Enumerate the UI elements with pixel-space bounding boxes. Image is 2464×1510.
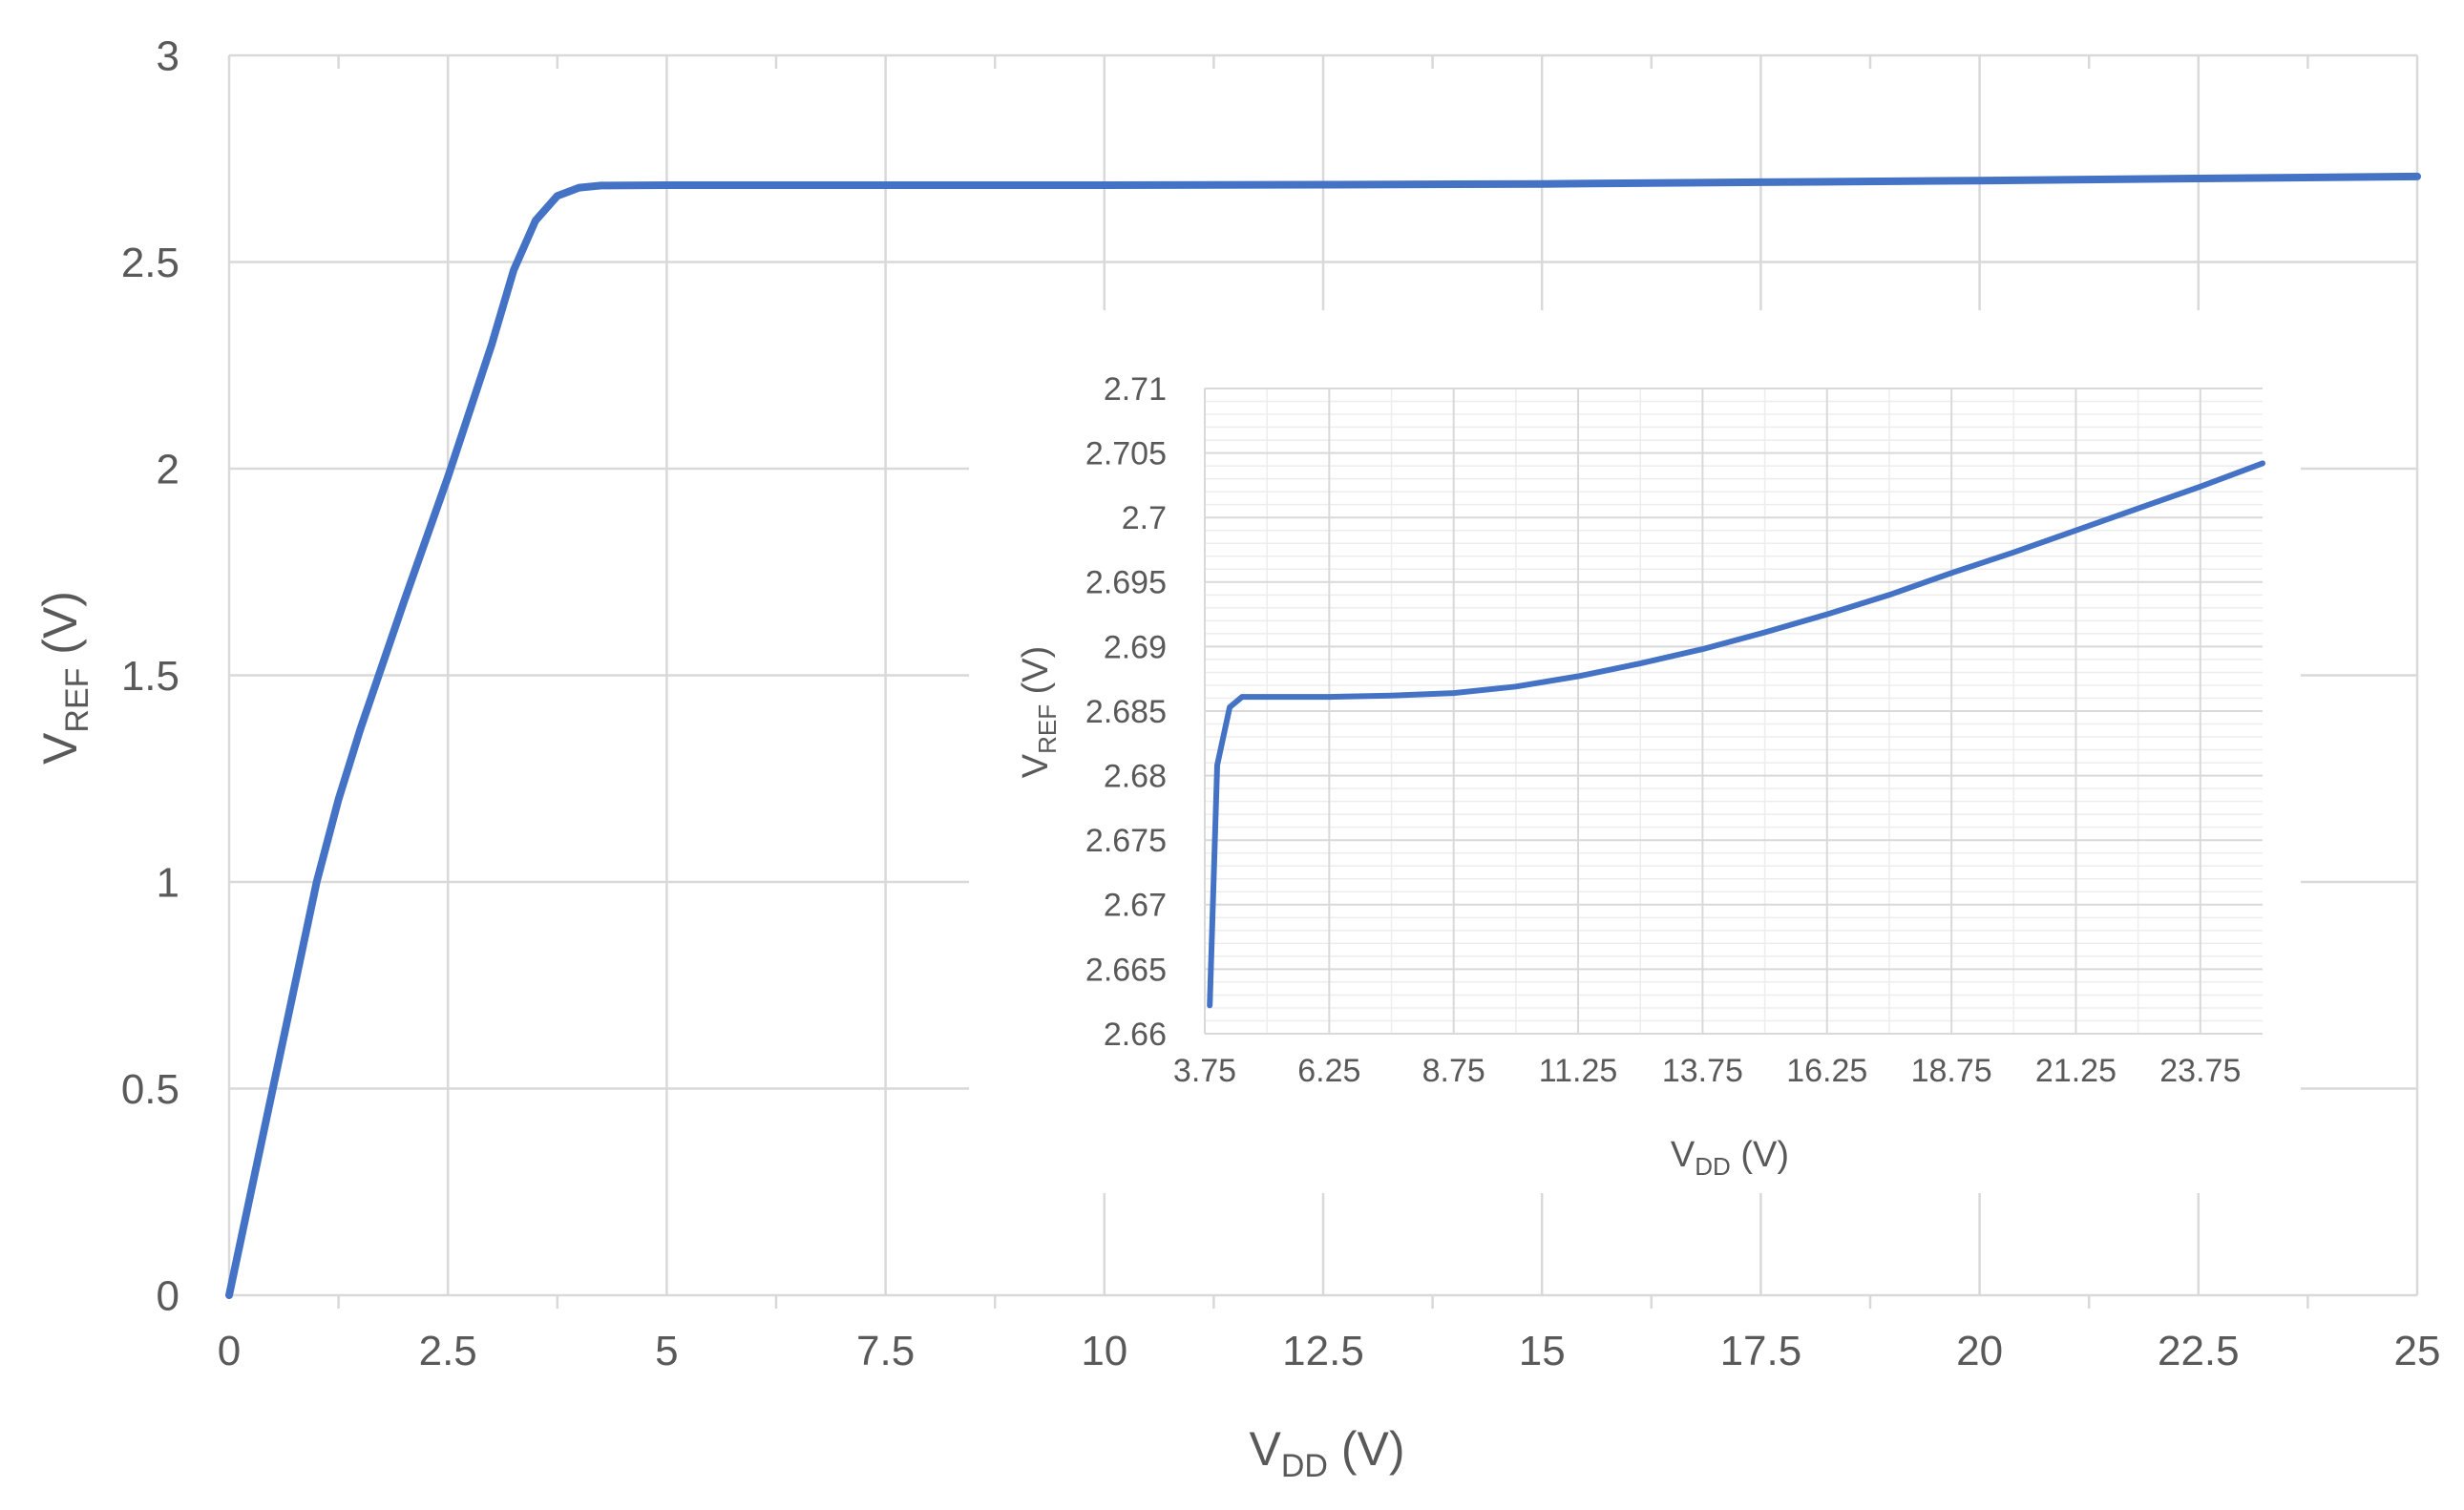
y-tick-label: 2.5 — [121, 240, 179, 286]
x-tick-label: 0 — [218, 1328, 241, 1374]
main-x-axis-title: VDD (V) — [1249, 1422, 1404, 1484]
inset-chart: 2.66 2.665 2.67 2.675 2.68 2.685 2.69 2.695 2.7 2… — [1016, 371, 2265, 1181]
x-tick-label: 6.25 — [1297, 1053, 1360, 1089]
x-tick-label: 23.75 — [2159, 1053, 2241, 1089]
y-tick-label: 2.67 — [1104, 888, 1167, 924]
main-minor-ticks — [337, 55, 2309, 1309]
y-tick-label: 2.7 — [1122, 500, 1167, 536]
y-tick-label: 2.69 — [1104, 629, 1167, 665]
x-tick-label: 2.5 — [419, 1328, 477, 1374]
inset-background — [969, 310, 2301, 1193]
inset-gridlines — [1204, 388, 2263, 1035]
main-series-line — [225, 172, 2421, 1299]
x-tick-label: 25 — [2394, 1328, 2441, 1374]
x-tick-label: 13.75 — [1662, 1053, 1743, 1089]
x-tick-label: 8.75 — [1422, 1053, 1485, 1089]
x-tick-label: 18.75 — [1911, 1053, 1992, 1089]
x-tick-label: 5 — [655, 1328, 678, 1374]
y-tick-label: 2.705 — [1085, 436, 1167, 472]
x-tick-label: 20 — [1956, 1328, 2003, 1374]
y-tick-label: 1.5 — [121, 653, 179, 700]
y-tick-label: 2.68 — [1104, 759, 1167, 795]
y-tick-label: 2.685 — [1085, 694, 1167, 730]
inset-y-axis-title: VREF (V) — [1016, 646, 1062, 779]
x-tick-label: 21.25 — [2035, 1053, 2117, 1089]
y-tick-label: 3 — [157, 32, 179, 79]
y-tick-label: 2.675 — [1085, 823, 1167, 859]
y-tick-label: 2.66 — [1104, 1017, 1167, 1053]
y-tick-label: 2.71 — [1104, 371, 1167, 408]
main-x-tick-labels: 0 2.5 5 7.5 10 12.5 15 17.5 20 22.5 25 — [218, 1328, 2441, 1374]
main-y-tick-labels: 0 0.5 1 1.5 2 2.5 3 — [121, 32, 179, 1319]
x-tick-label: 16.25 — [1786, 1053, 1867, 1089]
x-tick-label: 17.5 — [1720, 1328, 1802, 1374]
y-tick-label: 1 — [157, 859, 179, 906]
x-tick-label: 7.5 — [856, 1328, 915, 1374]
y-tick-label: 2 — [157, 446, 179, 493]
x-tick-label: 22.5 — [2158, 1328, 2240, 1374]
y-tick-label: 2.665 — [1085, 952, 1167, 988]
x-tick-label: 15 — [1519, 1328, 1566, 1374]
x-tick-label: 11.25 — [1539, 1053, 1618, 1089]
y-tick-label: 0 — [157, 1272, 179, 1319]
x-tick-label: 10 — [1081, 1328, 1127, 1374]
y-tick-label: 0.5 — [121, 1066, 179, 1113]
x-tick-label: 3.75 — [1173, 1053, 1236, 1089]
inset-x-tick-labels: 3.75 6.25 8.75 11.25 13.75 16.25 18.75 21.25 23.… — [1173, 1053, 2241, 1089]
main-y-axis-title: VREF (V) — [33, 591, 95, 765]
inset-x-axis-title: VDD (V) — [1671, 1135, 1789, 1181]
inset-y-tick-labels: 2.66 2.665 2.67 2.675 2.68 2.685 2.69 2.695 2.7 2… — [1085, 371, 1167, 1053]
inset-series-line — [1207, 460, 2265, 1009]
x-tick-label: 12.5 — [1282, 1328, 1364, 1374]
y-tick-label: 2.695 — [1085, 565, 1167, 601]
main-chart: 00.511.522.53 0 2.5 5 7.5 10 12.5 15 17.5 20 22.5… — [33, 32, 2440, 1484]
